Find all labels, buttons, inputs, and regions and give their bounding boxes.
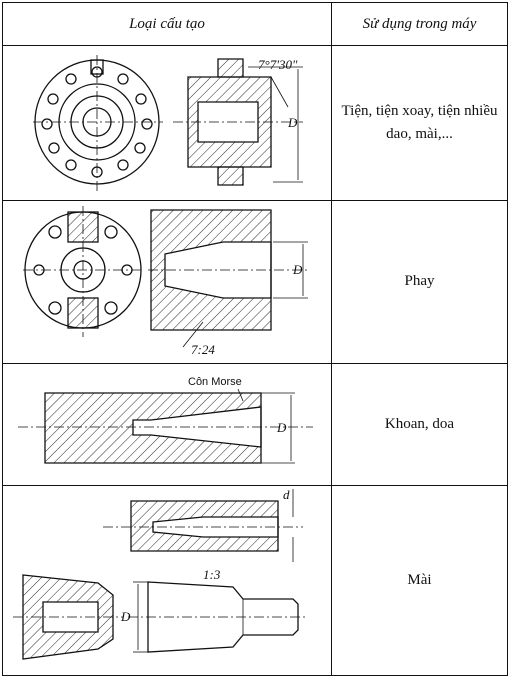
drawing-drill-nose: Côn Morse D [2, 363, 332, 486]
usage-row-1: Tiện, tiện xoay, tiện nhiều dao, mài,... [331, 45, 508, 201]
usage-row-2: Phay [331, 200, 508, 364]
drawing-milling-nose: D 7:24 [2, 200, 332, 364]
grinding-nose-svg: d D 1:3 [13, 487, 308, 660]
label-D: D [287, 115, 298, 130]
usage-row-3: Khoan, doa [331, 363, 508, 486]
bolt-hole-ring [41, 58, 153, 178]
table-header-row: Loại cấu tạo Sử dụng trong máy [2, 2, 508, 46]
label-taper: 7:24 [191, 342, 215, 357]
label-D: D [292, 262, 303, 277]
table-row: d D 1:3 [2, 485, 508, 676]
label-d: d [283, 487, 290, 502]
label-D: D [120, 609, 131, 624]
milling-nose-svg: D 7:24 [23, 205, 308, 357]
drill-nose-svg: Côn Morse D [18, 376, 313, 464]
label-D: D [276, 420, 287, 435]
drawing-lathe-nose: 7°7'30" D [2, 45, 332, 201]
lathe-nose-svg: 7°7'30" D [33, 54, 303, 192]
label-morse: Côn Morse [188, 376, 242, 388]
usage-row-4: Mài [331, 485, 508, 676]
header-structure: Loại cấu tạo [2, 2, 332, 46]
table-row: 7°7'30" D Tiện, tiện xoay, tiện nhiều da… [2, 45, 508, 201]
label-angle: 7°7'30" [258, 57, 298, 72]
table-row: D 7:24 Phay [2, 200, 508, 364]
header-usage: Sử dụng trong máy [331, 2, 508, 46]
table-row: Côn Morse D Khoan, doa [2, 363, 508, 486]
label-taper: 1:3 [203, 567, 221, 582]
drawing-grinding-nose: d D 1:3 [2, 485, 332, 676]
